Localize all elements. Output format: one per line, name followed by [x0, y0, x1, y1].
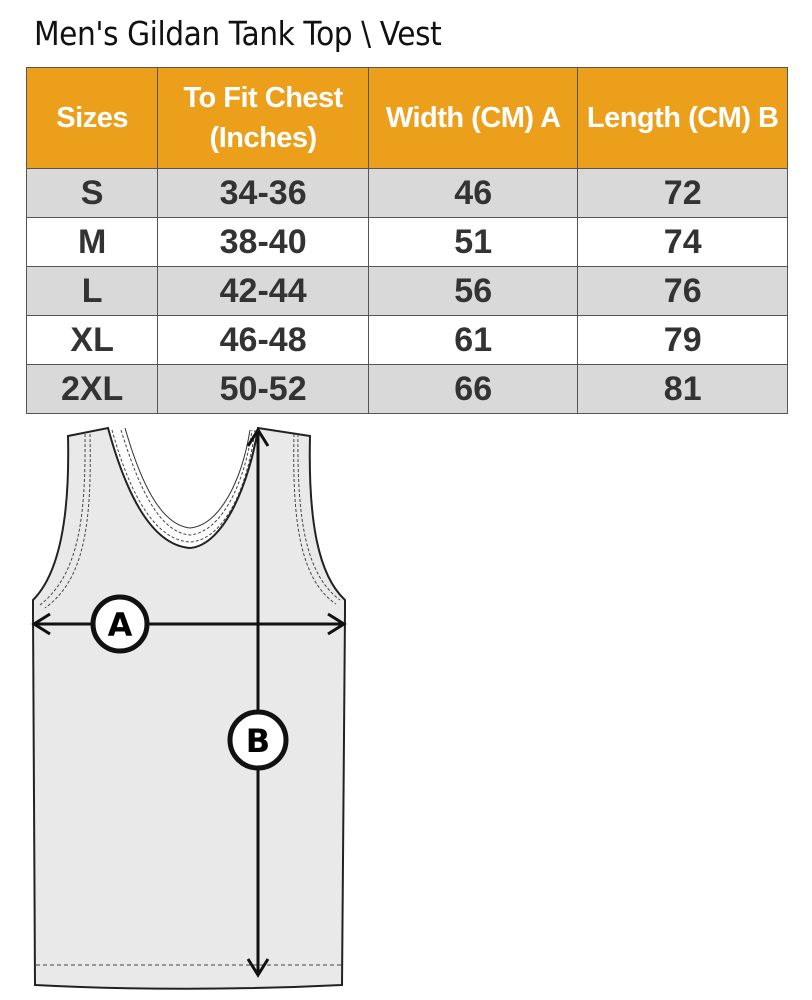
table-cell: 2XL: [25, 364, 159, 414]
table-cell: 56: [367, 266, 579, 316]
tank-outline: [32, 426, 346, 990]
armhole-stitch: [39, 433, 341, 609]
table-cell: 51: [367, 217, 579, 267]
table-row: 2XL 50-52 66 81: [25, 364, 788, 414]
label-a-marker: A: [90, 594, 150, 654]
neck-binding: [124, 427, 251, 529]
header-cell: To Fit Chest (Inches): [157, 67, 369, 169]
table-cell: M: [25, 217, 159, 267]
table-cell: 50-52: [157, 364, 369, 414]
table-cell: 46: [367, 168, 579, 218]
table-cell: 66: [367, 364, 579, 414]
header-cell: Length (CM) B: [577, 67, 788, 169]
header-cell: Width (CM) A: [367, 67, 579, 169]
table-cell: 81: [577, 364, 788, 414]
table-cell: 72: [577, 168, 788, 218]
table-row: XL 46-48 61 79: [25, 315, 788, 365]
table-cell: 79: [577, 315, 788, 365]
width-arrow: [31, 612, 347, 636]
label-b-marker: B: [227, 709, 289, 771]
length-arrow: [246, 427, 270, 978]
table-cell: 61: [367, 315, 579, 365]
table-cell: 76: [577, 266, 788, 316]
header-row: Sizes To Fit Chest (Inches) Width (CM) A…: [25, 67, 788, 169]
neck-stitch: [111, 429, 256, 543]
table-cell: 74: [577, 217, 788, 267]
table-cell: XL: [25, 315, 159, 365]
label-b: B: [246, 722, 270, 760]
table-cell: 42-44: [157, 266, 369, 316]
header-cell: Sizes: [25, 67, 159, 169]
table-cell: 46-48: [157, 315, 369, 365]
table-row: L 42-44 56 76: [25, 266, 788, 316]
table-cell: 38-40: [157, 217, 369, 267]
size-table: Sizes To Fit Chest (Inches) Width (CM) A…: [25, 67, 788, 414]
table-cell: S: [25, 168, 159, 218]
chart-title: Men's Gildan Tank Top \ Vest: [34, 14, 442, 53]
table-row: M 38-40 51 74: [25, 217, 788, 267]
label-a: A: [108, 606, 133, 644]
